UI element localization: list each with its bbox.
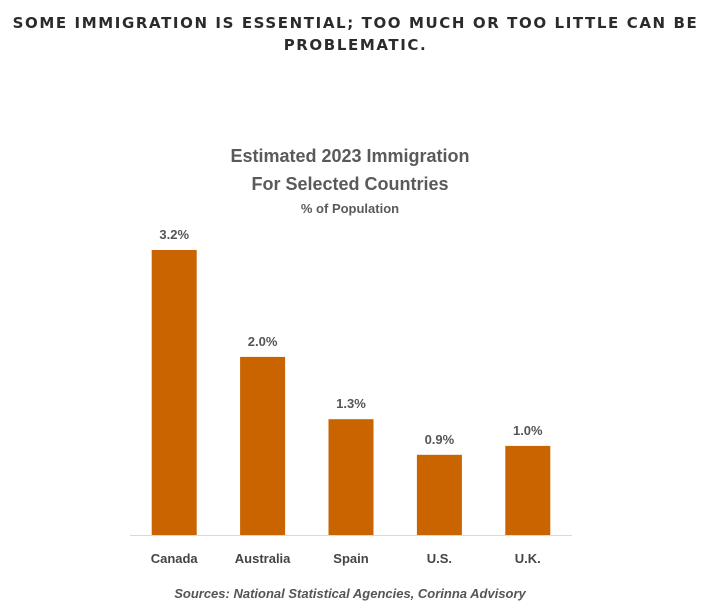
bar-spain bbox=[328, 419, 374, 535]
data-label: 0.9% bbox=[425, 432, 455, 447]
chart-subtitle: % of Population bbox=[301, 201, 399, 216]
category-label: Australia bbox=[235, 551, 291, 566]
category-label: U.K. bbox=[515, 551, 541, 566]
category-label: Canada bbox=[151, 551, 199, 566]
data-label: 1.3% bbox=[336, 396, 366, 411]
page-headline: SOME IMMIGRATION IS ESSENTIAL; TOO MUCH … bbox=[0, 12, 711, 56]
data-label: 2.0% bbox=[248, 334, 278, 349]
data-label: 1.0% bbox=[513, 423, 543, 438]
chart-title-line-1: Estimated 2023 Immigration bbox=[230, 146, 469, 166]
bars-group: 3.2% Canada 2.0% Australia 1.3% Spain 0.9% U.S.… bbox=[151, 227, 551, 566]
bar-australia bbox=[240, 356, 286, 535]
headline-line-1: SOME IMMIGRATION IS ESSENTIAL; TOO MUCH … bbox=[12, 14, 699, 32]
category-label: U.S. bbox=[427, 551, 452, 566]
chart-title-line-2: For Selected Countries bbox=[251, 174, 448, 194]
headline-line-2: PROBLEMATIC. bbox=[283, 36, 428, 54]
bar-u-k bbox=[505, 445, 551, 535]
bar-u-s bbox=[416, 454, 462, 535]
data-label: 3.2% bbox=[159, 227, 189, 242]
category-label: Spain bbox=[333, 551, 368, 566]
bar-canada bbox=[151, 250, 197, 535]
chart-source: Sources: National Statistical Agencies, … bbox=[174, 586, 526, 601]
